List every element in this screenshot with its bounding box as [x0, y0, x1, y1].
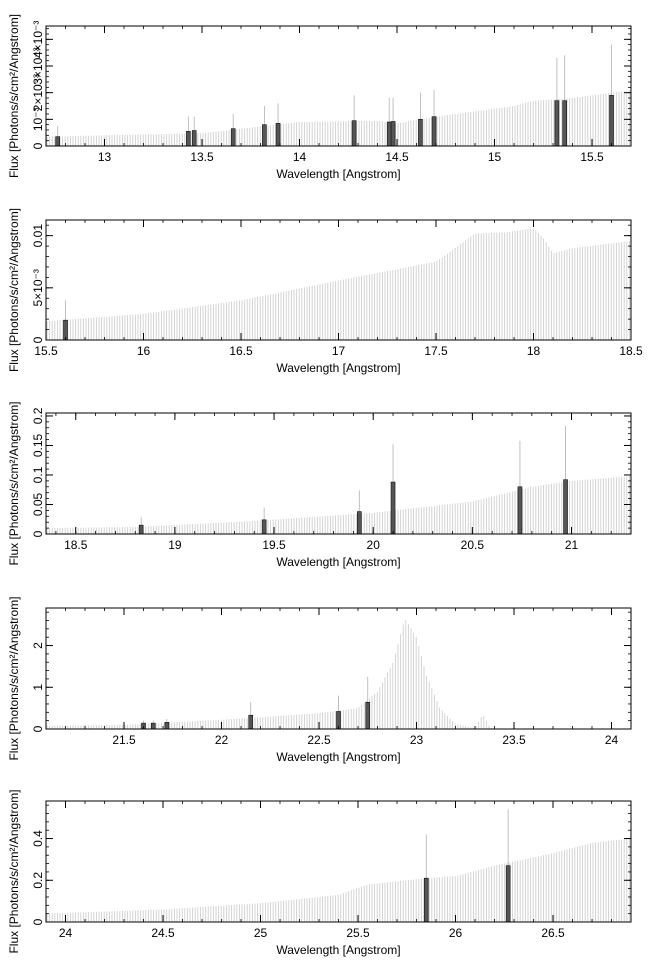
emission-line-bar [150, 722, 156, 730]
plot-frame [45, 412, 632, 535]
y-tick-label: 0.01 [31, 224, 45, 248]
panel-5: 24 24.5 25 25.5 26 26.5 0 0.2 0.4 Wavelength [Ang… [7, 789, 632, 957]
y-tick-label: 2×10⁻³ [31, 74, 45, 111]
emission-line-bar [390, 121, 396, 147]
x-tick-label: 26.5 [541, 926, 565, 940]
x-axis-title: Wavelength [Angstrom] [276, 943, 400, 957]
emission-line-bar [191, 130, 197, 147]
panel-1: 13 13.5 14 14.5 15 15.5 0 10⁻³2×10⁻³3×10⁻³4×10⁻… [7, 14, 632, 181]
x-tick-label: 23 [410, 733, 424, 747]
x-tick-label: 14.5 [385, 150, 409, 164]
y-axis-title: Flux [Photons/s/cm²/Angstrom] [7, 789, 21, 953]
x-tick-label: 18 [527, 344, 541, 358]
y-tick-label: 1 [31, 684, 45, 691]
y-tick-label: 0.15 [31, 433, 45, 457]
emission-line-bar [609, 95, 614, 147]
emission-line-bar [554, 100, 560, 147]
x-tick-label: 18.5 [619, 344, 643, 358]
emission-line-bar [230, 128, 236, 147]
x-tick-label: 19 [168, 538, 182, 552]
y-tick-label: 10⁻³ [31, 107, 45, 131]
emission-line-bar [275, 123, 281, 147]
emission-line-bar [262, 124, 267, 147]
y-tick-label: 0.4 [31, 830, 45, 847]
emission-line-bar [351, 120, 357, 147]
emission-line-bar [563, 479, 568, 535]
y-tick-label: 0.1 [31, 466, 45, 483]
emission-line-bar [138, 524, 144, 535]
x-axis-title: Wavelength [Angstrom] [276, 750, 400, 764]
emission-line-bar [261, 519, 267, 535]
emission-line-bar [505, 865, 511, 923]
y-tick-label: 3×10⁻³ [31, 47, 45, 84]
x-tick-label: 24 [605, 733, 619, 747]
x-tick-label: 15 [488, 150, 502, 164]
emission-line-bar [390, 481, 396, 535]
y-axis-title: Flux [Photons/s/cm²/Angstrom] [7, 208, 21, 372]
x-tick-label: 20 [367, 538, 381, 552]
panel-4: 21.5 22 22.5 23 23.5 24 0 1 2 Wavelength [Angstro… [7, 596, 632, 764]
x-tick-label: 13 [98, 150, 112, 164]
x-tick-label: 19.5 [262, 538, 286, 552]
y-tick-label: 0.2 [31, 407, 45, 424]
emission-line-bar [365, 701, 371, 730]
y-tick-label: 0 [31, 530, 45, 537]
x-axis-title: Wavelength [Angstrom] [276, 167, 400, 181]
y-axis-title: Flux [Photons/s/cm²/Angstrom] [7, 401, 21, 565]
y-tick-label: 4×10⁻³ [31, 21, 45, 58]
x-tick-label: 17 [332, 344, 346, 358]
continuum-spectrum [46, 90, 630, 146]
x-tick-label: 24 [59, 926, 73, 940]
x-tick-label: 23.5 [502, 733, 526, 747]
x-tick-label: 22.5 [307, 733, 331, 747]
x-tick-label: 16 [137, 344, 151, 358]
x-axis-title: Wavelength [Angstrom] [276, 555, 400, 569]
x-tick-label: 15.5 [34, 344, 58, 358]
x-tick-label: 21.5 [112, 733, 136, 747]
y-tick-label: 2 [31, 642, 45, 649]
panel-3: 18.5 19 19.5 20 20.5 21 0 0.05 0.1 0.15 0.2 Wavelen… [7, 401, 632, 569]
x-axis-title: Wavelength [Angstrom] [276, 361, 400, 375]
y-tick-label: 5×10⁻³ [31, 269, 45, 306]
y-tick-label: 0.05 [31, 492, 45, 516]
x-tick-label: 16.5 [229, 344, 253, 358]
emission-line-bar [517, 486, 523, 535]
emission-line-bar [248, 714, 254, 730]
emission-line-bar [423, 877, 429, 923]
y-axis-title: Flux [Photons/s/cm²/Angstrom] [7, 14, 21, 178]
x-tick-label: 25 [254, 926, 268, 940]
x-tick-label: 17.5 [424, 344, 448, 358]
x-tick-label: 14 [293, 150, 307, 164]
panel-2: 15.5 16 16.5 17 17.5 18 18.5 0 5×10⁻³ 0.01 Wavelen… [7, 208, 643, 375]
emission-line-bar [164, 722, 170, 730]
y-tick-label: 0 [31, 918, 45, 925]
x-tick-label: 24.5 [151, 926, 175, 940]
emission-line-bar [386, 121, 392, 147]
emission-line-bar [55, 136, 61, 147]
continuum-spectrum [46, 620, 500, 729]
emission-line-bar [562, 100, 568, 147]
emission-line-bar [357, 511, 362, 535]
continuum-spectrum [46, 228, 630, 340]
y-tick-label: 0 [31, 725, 45, 732]
x-tick-label: 15.5 [580, 150, 604, 164]
continuum-spectrum [46, 838, 630, 922]
y-axis-title: Flux [Photons/s/cm²/Angstrom] [7, 596, 21, 760]
continuum-spectrum [46, 476, 630, 534]
x-tick-label: 26 [449, 926, 463, 940]
x-tick-label: 20.5 [461, 538, 485, 552]
x-tick-label: 18.5 [64, 538, 88, 552]
emission-line-bar [431, 116, 437, 147]
emission-line-bar [418, 119, 423, 147]
y-tick-label: 0.2 [31, 872, 45, 889]
y-tick-label: 0 [31, 142, 45, 149]
y-tick-label: 0 [31, 336, 45, 343]
x-tick-label: 21 [565, 538, 579, 552]
emission-line-bar [186, 131, 191, 147]
x-tick-label: 22 [215, 733, 229, 747]
x-tick-label: 13.5 [190, 150, 214, 164]
x-tick-label: 25.5 [346, 926, 370, 940]
